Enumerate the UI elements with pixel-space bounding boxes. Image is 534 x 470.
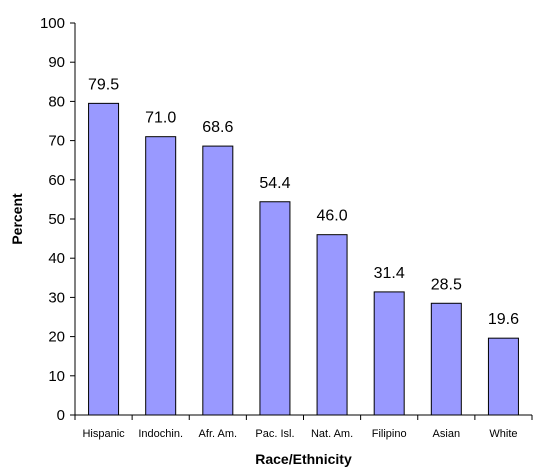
data-label: 71.0 — [145, 110, 176, 127]
bar — [202, 145, 234, 416]
data-label: 79.5 — [88, 76, 119, 93]
x-axis-title: Race/Ethnicity — [255, 451, 352, 467]
data-label: 31.4 — [374, 265, 405, 282]
data-label: 46.0 — [316, 208, 347, 225]
y-tick-label: 30 — [48, 289, 65, 306]
bar — [145, 136, 177, 416]
y-tick-label: 90 — [48, 54, 65, 71]
y-axis-title: Percent — [9, 193, 25, 245]
x-category-label: White — [489, 428, 517, 440]
bar — [430, 302, 462, 416]
bars: 79.5 71.0 68.6 54.4 46.0 31.4 28.5 19.6 — [88, 76, 519, 416]
y-tick-label: 80 — [48, 93, 65, 110]
data-label: 28.5 — [431, 276, 462, 293]
bar — [88, 102, 120, 416]
x-category-label: Filipino — [372, 428, 407, 440]
x-category-label: Afr. Am. — [199, 428, 238, 440]
bar — [487, 337, 519, 416]
x-category-label: Indochin. — [138, 428, 183, 440]
bar — [259, 201, 291, 416]
x-category-label: Hispanic — [82, 428, 125, 440]
y-tick-label: 50 — [48, 211, 65, 228]
data-label: 19.6 — [488, 311, 519, 328]
y-tick-label: 100 — [40, 15, 65, 32]
y-tick-label: 10 — [48, 368, 65, 385]
x-category-label: Pac. Isl. — [255, 428, 294, 440]
y-tick-label: 0 — [57, 407, 65, 424]
y-tick-label: 60 — [48, 172, 65, 189]
bar — [373, 291, 405, 416]
x-category-label: Asian — [433, 428, 461, 440]
y-axis-ticks: 0 10 20 30 40 50 60 70 80 90 100 — [40, 15, 75, 424]
data-label: 54.4 — [259, 175, 290, 192]
y-tick-label: 70 — [48, 133, 65, 150]
y-tick-label: 20 — [48, 329, 65, 346]
x-axis-ticks: Hispanic Indochin. Afr. Am. Pac. Isl. Nat. A… — [74, 415, 533, 440]
x-category-label: Nat. Am. — [311, 428, 353, 440]
y-tick-label: 40 — [48, 250, 65, 267]
bar — [316, 234, 348, 416]
data-label: 68.6 — [202, 119, 233, 136]
